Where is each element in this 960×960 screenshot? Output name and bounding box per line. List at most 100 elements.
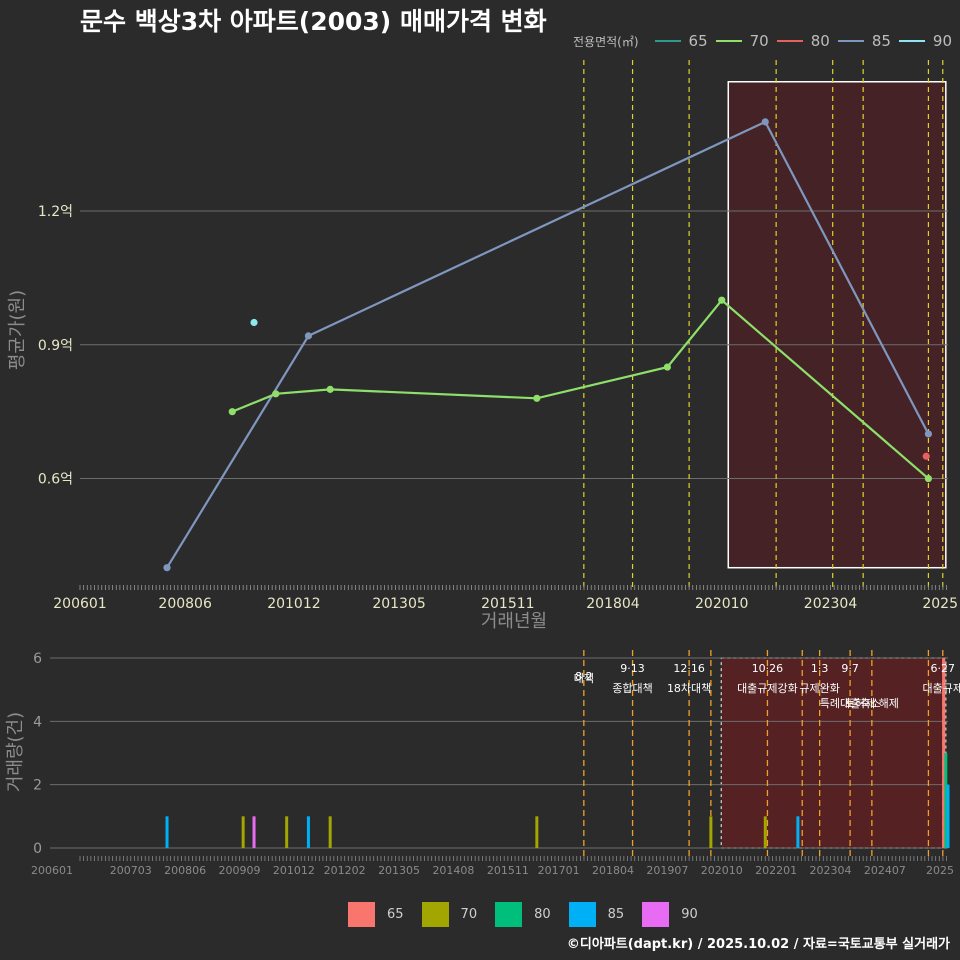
data-point-70 [924,474,933,483]
y-tick-label: 1.2억 [38,204,73,220]
x-tick-label: 200601 [31,864,73,877]
x-tick-label: 201305 [372,596,425,612]
legend-item-90: 90 [898,32,952,50]
legend-title: 전용면적(㎡) [573,34,639,49]
data-point-85 [761,118,769,126]
policy-label: 토허제 해제 [845,696,899,710]
x-tick-label: 201907 [646,864,688,877]
legend-bottom-item-65: 65 [348,902,404,927]
volume-bar-90 [252,816,256,848]
data-point-70 [663,363,671,371]
legend-swatch-90 [642,902,670,927]
policy-date: 6·27 [931,662,956,675]
policy-date: 9·7 [841,662,859,675]
x-tick-label: 201701 [538,864,580,877]
legend-label: 70 [749,32,769,50]
policy-label: 대출규제강화 [737,682,798,695]
legend-line-80 [776,40,803,42]
highlight-period [727,81,947,569]
policy-label: 대출규제 [923,682,960,695]
y-tick-label: 6 [33,651,42,667]
legend-item-70: 70 [715,32,769,50]
x-tick-label: 201305 [378,864,420,877]
data-point-85 [163,564,171,572]
policy-label: 특례대출축소 [820,697,881,710]
y-tick-label: 0.9억 [38,338,73,354]
legend-bottom-item-70: 70 [421,902,477,927]
policy-date: 12·16 [673,662,705,675]
legend-item-65: 65 [654,32,708,50]
policy-label: 대책 [574,672,594,685]
policy-label: 18차대책 [667,682,711,695]
policy-date: 9·13 [620,662,645,675]
x-tick-label: 2025 [926,864,954,877]
x-tick-label: 200909 [219,864,261,877]
volume-bar-70 [763,816,767,848]
policy-date: 8·2 [575,670,593,683]
x-tick-label: 200601 [53,596,106,612]
x-tick-label: 201804 [592,864,634,877]
data-point-70 [718,296,726,304]
data-point-85 [924,430,933,438]
data-point-90 [250,318,258,327]
volume-bar-70 [328,816,332,848]
x-tick-label: 200703 [110,864,152,877]
legend-swatch-80 [495,902,523,927]
policy-label: 종합대책 [612,682,652,695]
x-tick-label: 200806 [164,864,206,877]
legend-item-80: 80 [776,32,830,50]
y-tick-label: 4 [33,714,42,730]
series-line-85 [166,120,930,569]
x-tick-label: 201511 [481,596,534,612]
legend-bottom-item-80: 80 [495,902,551,927]
x-tick-label: 202010 [695,596,748,612]
x-tick-label: 202304 [810,864,852,877]
x-tick-label: 200806 [158,596,212,612]
legend-bottom-item-90: 90 [642,902,698,927]
volume-bar-70 [709,816,713,848]
legend-label: 85 [607,907,625,922]
legend-line-65 [654,40,681,42]
legend-line-70 [715,40,742,42]
volume-bar-70 [241,816,245,848]
legend-label: 90 [932,32,952,50]
x-axis-title: 거래년월 [481,611,547,632]
area-legend-bottom: 65 70 80 85 90 [348,902,716,927]
legend-swatch-70 [421,902,449,927]
legend-label: 65 [688,32,708,50]
x-tick-label: 201408 [432,864,474,877]
area-legend-top: 전용면적(㎡) 65 70 80 85 90 [573,32,952,50]
policy-date: 10·26 [752,662,784,675]
legend-label: 90 [681,907,698,922]
chart-title: 문수 백상3차 아파트(2003) 매매가격 변화 [80,7,547,36]
x-tick-label: 202304 [804,596,858,612]
legend-swatch-85 [568,902,596,927]
data-point-70 [228,408,236,416]
legend-line-85 [837,40,864,42]
data-point-70 [533,394,541,402]
legend-bottom-item-85: 85 [568,902,625,927]
legend-swatch-65 [348,902,375,927]
y-axis-title: 거래량(건) [5,712,26,792]
x-tick-label: 201511 [487,864,529,877]
data-point-70 [272,390,280,398]
x-tick-label: 202010 [701,864,743,877]
legend-label: 80 [810,32,830,50]
volume-bar-85 [165,816,169,848]
data-point-85 [304,332,313,340]
volume-bar-85 [946,784,950,848]
legend-label: 80 [534,907,551,922]
y-tick-label: 0.6억 [38,472,73,488]
policy-date: 1·3 [811,662,829,675]
volume-bar-70 [285,816,289,848]
x-tick-label: 201804 [586,596,640,612]
x-tick-label: 202201 [755,864,797,877]
legend-label: 85 [871,32,891,50]
data-point-70 [326,385,334,393]
volume-bar-65 [942,658,946,848]
x-tick-label: 201202 [324,864,366,877]
volume-bar-70 [535,816,539,848]
x-tick-label: 202407 [864,864,906,877]
volume-bar-80 [944,753,948,848]
